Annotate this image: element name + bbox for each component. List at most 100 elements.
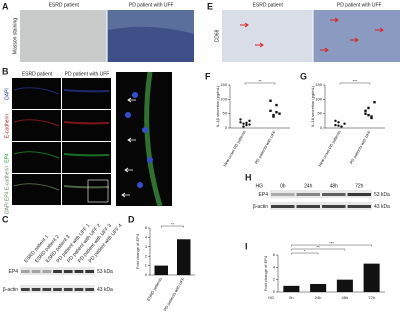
- y-tick-label: 2: [145, 253, 148, 258]
- panel-label: E: [207, 1, 213, 11]
- band: [322, 205, 346, 208]
- nucleus: [142, 127, 148, 133]
- stain: [63, 121, 110, 125]
- stain: [13, 151, 60, 159]
- point: [373, 101, 376, 104]
- band: [42, 270, 52, 273]
- point: [275, 103, 278, 107]
- y-tick-label: 6: [273, 252, 276, 257]
- y-tick-label: 1: [145, 263, 148, 268]
- y-tick-label: 5: [145, 225, 148, 230]
- y-tick-label: 4: [145, 234, 148, 239]
- micrograph: [62, 142, 111, 173]
- x-tick-label: ESRD patients: [146, 277, 163, 302]
- sig-bracket: [339, 82, 371, 85]
- band: [63, 270, 73, 273]
- y-tick-label: 0: [273, 289, 276, 294]
- band-label: EP4: [9, 269, 19, 275]
- point: [248, 123, 251, 126]
- panel-label: G: [300, 71, 307, 81]
- micrograph: [62, 78, 111, 109]
- band: [21, 270, 30, 273]
- row-label: DAPI EP4 E-cadherin: [4, 166, 10, 214]
- row-label: E-cadherin: [4, 114, 10, 138]
- y-tick-label: 3: [145, 244, 148, 249]
- point: [275, 111, 278, 114]
- sig-bracket: [291, 244, 372, 247]
- row-label: EP4: [4, 153, 10, 163]
- lane-label: 0h: [280, 183, 286, 189]
- micrograph: [313, 10, 400, 62]
- y-tick-label: 0: [225, 125, 228, 130]
- point: [272, 115, 275, 118]
- row-label: DAPI: [4, 88, 10, 100]
- point: [340, 125, 343, 128]
- panel-label: D: [128, 214, 135, 224]
- y-axis-label: IL-1β secretion (pg/mL): [215, 85, 220, 127]
- y-tick-label: 150: [315, 82, 322, 87]
- sig-bracket: [161, 225, 184, 228]
- band: [42, 288, 52, 291]
- band: [85, 270, 94, 273]
- arrow: [121, 192, 130, 198]
- stain: [63, 153, 110, 157]
- band: [296, 205, 320, 208]
- tissue: [108, 26, 194, 62]
- nucleus: [132, 92, 138, 98]
- band-label: β-actin: [253, 204, 268, 210]
- size-label: 43 kDa: [374, 204, 390, 210]
- row-label: Masson staining: [12, 18, 18, 54]
- point: [334, 123, 337, 127]
- panel-label: H: [245, 172, 252, 182]
- blot-strip: [270, 190, 372, 198]
- band: [21, 288, 30, 291]
- panel-label: C: [2, 214, 9, 224]
- sig-label: **: [171, 222, 175, 227]
- bar: [283, 285, 300, 292]
- bar: [336, 279, 353, 292]
- nucleus: [125, 112, 131, 118]
- sig-label: ***: [353, 79, 358, 84]
- y-axis-label: IL-18 secretion (pg/mL): [310, 85, 315, 127]
- arrow: [255, 42, 264, 48]
- arrow: [320, 47, 329, 53]
- point: [269, 109, 272, 112]
- point: [334, 119, 337, 123]
- lane-label: 72h: [355, 183, 364, 189]
- y-tick-label: 50: [223, 111, 228, 116]
- stain: [13, 119, 60, 127]
- arrow: [240, 22, 249, 28]
- bar: [154, 265, 168, 275]
- lane-label: 48h: [330, 183, 339, 189]
- column-title: PD patient with UFF: [129, 2, 174, 8]
- sig-label: **: [258, 79, 262, 84]
- size-label: 53 kDa: [97, 269, 113, 275]
- band: [347, 205, 371, 208]
- bar: [363, 263, 380, 292]
- point: [370, 115, 373, 118]
- micrograph: [12, 78, 61, 109]
- y-tick-label: 0: [145, 272, 148, 277]
- stain: [13, 183, 60, 191]
- point: [239, 118, 242, 121]
- band: [74, 270, 84, 273]
- band: [271, 193, 295, 196]
- point: [248, 119, 251, 123]
- x-tick-label: 0h: [289, 295, 293, 300]
- y-tick-label: 2: [273, 277, 276, 282]
- band: [74, 288, 84, 291]
- band: [31, 270, 41, 273]
- y-axis-label: Fold change of EP4: [135, 233, 140, 269]
- panel-label: B: [2, 66, 9, 76]
- point: [337, 121, 340, 124]
- point: [370, 116, 373, 120]
- column-title: ESRD patient: [49, 2, 80, 8]
- sig-label: **: [317, 245, 321, 250]
- x-tick-label: New-onset PD patients: [317, 130, 342, 168]
- stain: [63, 89, 110, 93]
- y-tick-label: 100: [220, 96, 227, 101]
- band: [85, 288, 94, 291]
- bar: [310, 283, 327, 292]
- sig-label: ***: [329, 241, 334, 246]
